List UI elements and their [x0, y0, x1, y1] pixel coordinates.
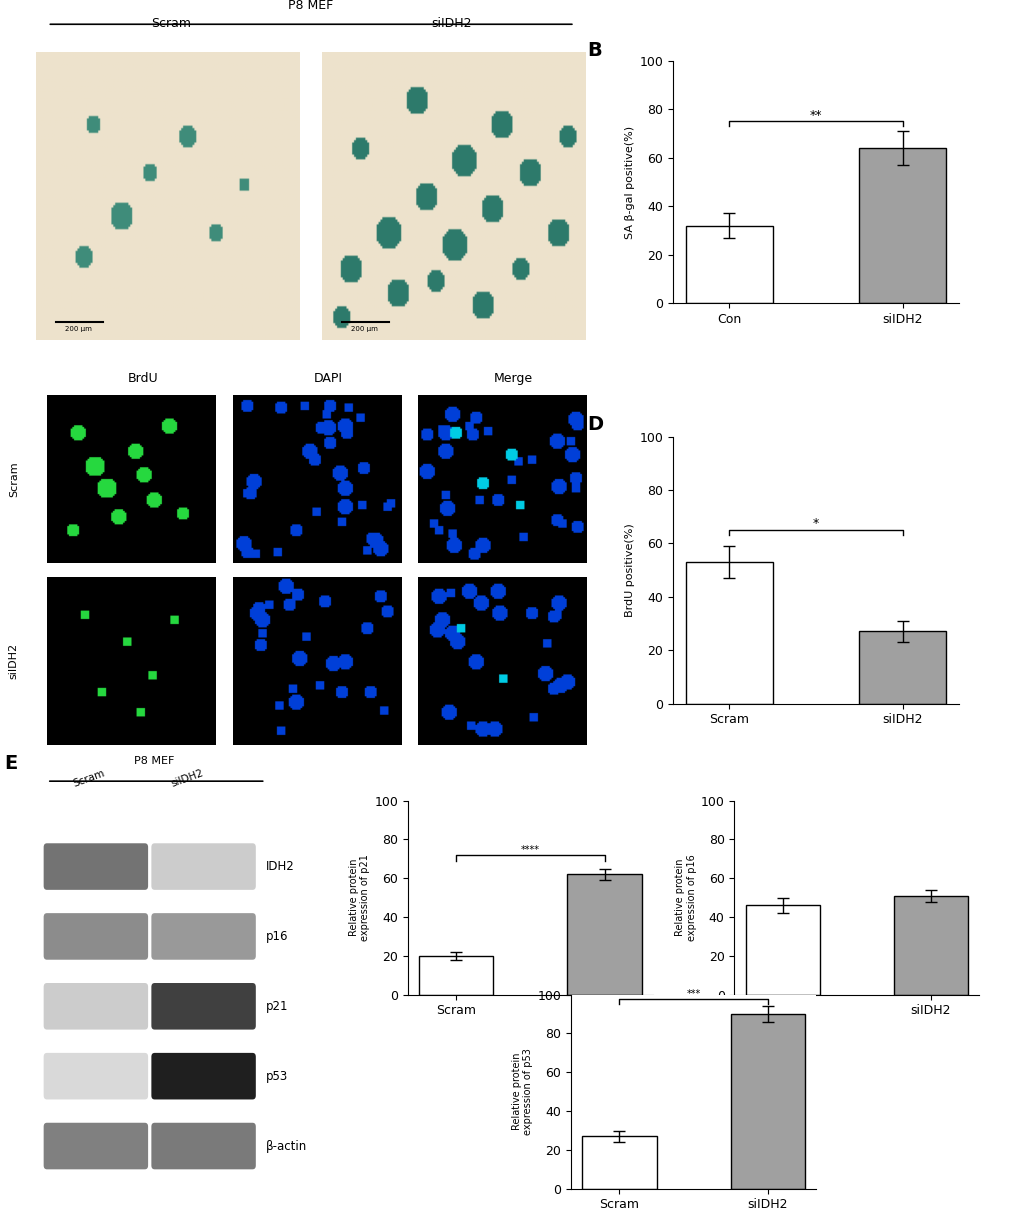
- Text: Scram: Scram: [151, 17, 191, 30]
- Text: β-actin: β-actin: [265, 1139, 307, 1152]
- Y-axis label: SA β-gal positive(%): SA β-gal positive(%): [625, 125, 635, 239]
- FancyBboxPatch shape: [151, 843, 256, 890]
- Bar: [567, 875, 641, 995]
- Bar: [686, 226, 772, 303]
- Text: Scram: Scram: [72, 768, 107, 788]
- Text: Scram: Scram: [9, 461, 18, 497]
- Y-axis label: Relative protein
expression of p53: Relative protein expression of p53: [512, 1048, 533, 1135]
- Text: siIDH2: siIDH2: [431, 17, 471, 30]
- Text: ****: ****: [521, 845, 539, 855]
- Text: P8 MEF: P8 MEF: [135, 756, 174, 765]
- Text: BrdU: BrdU: [127, 371, 158, 385]
- Text: DAPI: DAPI: [313, 371, 342, 385]
- FancyBboxPatch shape: [44, 983, 148, 1030]
- Text: siIDH2: siIDH2: [169, 768, 205, 788]
- Text: E: E: [4, 754, 17, 773]
- Text: P8 MEF: P8 MEF: [288, 0, 333, 12]
- FancyBboxPatch shape: [151, 1123, 256, 1169]
- Bar: [582, 1137, 656, 1189]
- FancyBboxPatch shape: [44, 843, 148, 890]
- Text: Merge: Merge: [493, 371, 532, 385]
- Text: **: **: [809, 109, 821, 121]
- FancyBboxPatch shape: [151, 983, 256, 1030]
- Bar: [419, 956, 493, 995]
- Bar: [858, 148, 945, 303]
- Text: p53: p53: [265, 1070, 287, 1083]
- Text: D: D: [587, 415, 603, 434]
- Bar: [893, 895, 967, 995]
- FancyBboxPatch shape: [44, 913, 148, 959]
- Bar: [858, 632, 945, 704]
- Bar: [745, 905, 819, 995]
- Y-axis label: BrdU positive(%): BrdU positive(%): [625, 523, 635, 617]
- FancyBboxPatch shape: [44, 1053, 148, 1099]
- Text: *: *: [812, 518, 818, 530]
- Text: siIDH2: siIDH2: [9, 643, 18, 679]
- FancyBboxPatch shape: [151, 913, 256, 959]
- Text: IDH2: IDH2: [265, 860, 294, 873]
- Text: B: B: [587, 41, 601, 61]
- Y-axis label: Relative protein
expression of p16: Relative protein expression of p16: [675, 854, 696, 941]
- FancyBboxPatch shape: [44, 1123, 148, 1169]
- FancyBboxPatch shape: [151, 1053, 256, 1099]
- Text: p16: p16: [265, 930, 287, 943]
- Text: p21: p21: [265, 1000, 287, 1013]
- Y-axis label: Relative protein
expression of p21: Relative protein expression of p21: [348, 854, 370, 941]
- Bar: [730, 1014, 804, 1189]
- Text: ***: ***: [686, 989, 700, 998]
- Bar: [686, 562, 772, 704]
